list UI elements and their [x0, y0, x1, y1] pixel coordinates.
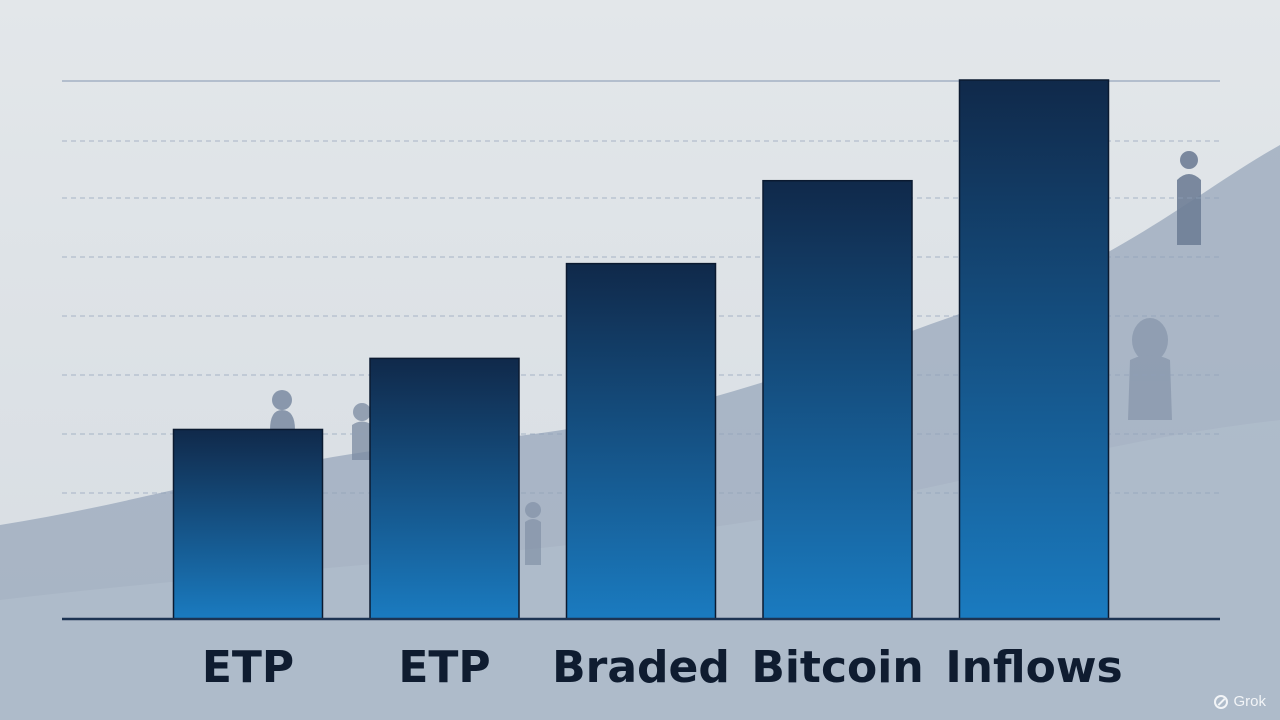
category-labels: ETP ETP Braded Bitcoin Inflows — [202, 642, 1123, 693]
person-silhouette-icon — [1177, 151, 1201, 245]
grok-logo-icon — [1214, 694, 1229, 709]
category-label: Bitcoin — [751, 642, 923, 693]
person-silhouette-icon — [525, 502, 541, 565]
bar — [565, 262, 717, 620]
category-label: Braded — [552, 642, 730, 693]
category-label: Inflows — [945, 642, 1122, 693]
person-silhouette-icon — [352, 403, 372, 460]
category-label: ETP — [398, 642, 490, 693]
bar — [762, 179, 913, 620]
watermark-text: Grok — [1233, 693, 1266, 710]
bar — [369, 357, 520, 620]
category-label: ETP — [202, 642, 294, 693]
bar — [172, 428, 324, 620]
person-silhouette-icon — [1128, 318, 1172, 420]
bar — [958, 79, 1110, 620]
bars — [172, 79, 1110, 620]
person-silhouette-icon — [270, 390, 295, 430]
watermark: Grok — [1214, 693, 1266, 710]
